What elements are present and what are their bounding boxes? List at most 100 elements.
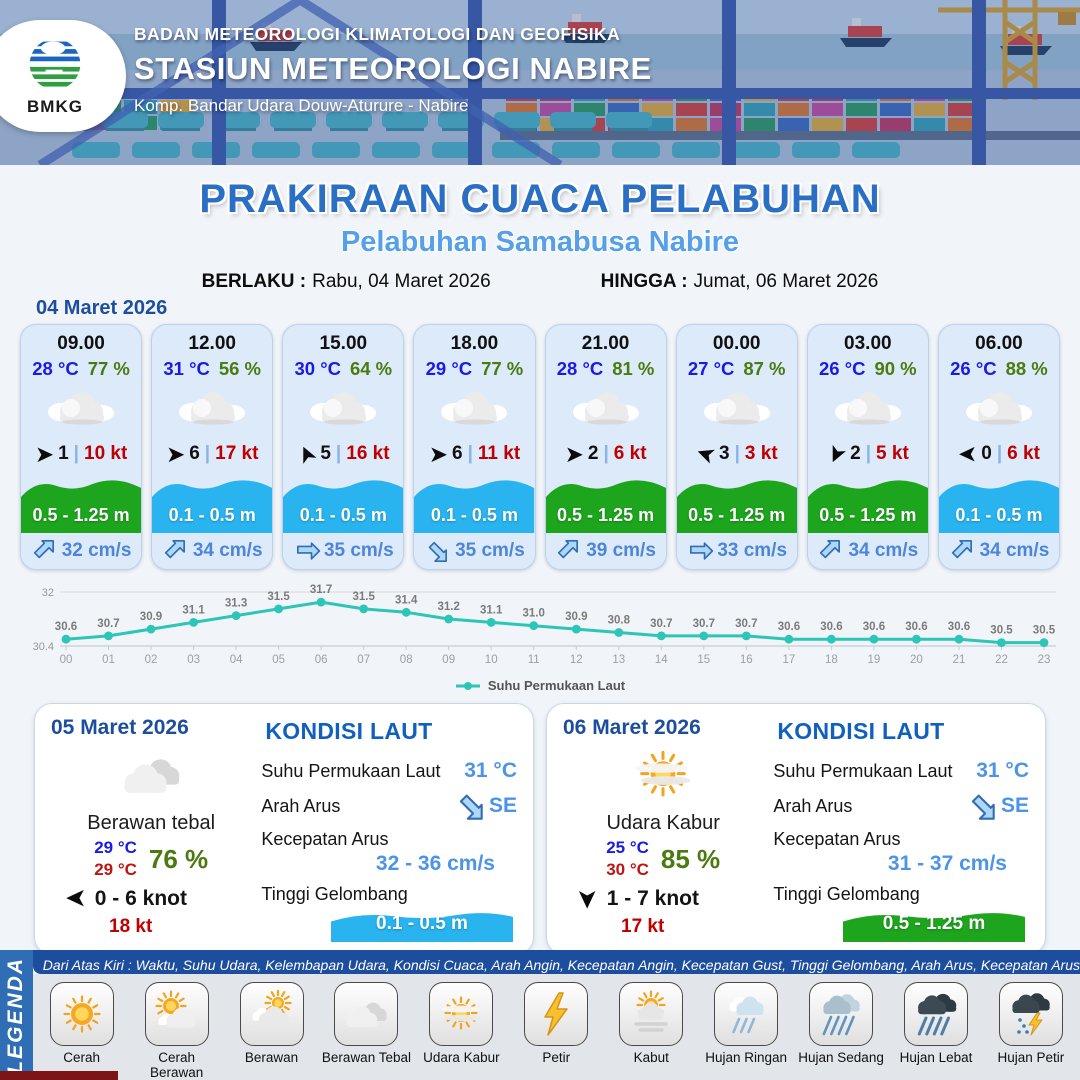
svg-text:31.4: 31.4 xyxy=(395,594,418,606)
svg-text:19: 19 xyxy=(868,654,881,666)
legend-item-label: Hujan Lebat xyxy=(899,1050,973,1065)
air-temperature: 30 °C xyxy=(294,358,341,379)
wave-height-badge: 0.1 - 0.5 m xyxy=(331,909,513,942)
legend-item: Udara Kabur xyxy=(415,982,507,1065)
current-row: 34 cm/s xyxy=(808,533,928,569)
current-speed: 33 cm/s xyxy=(717,540,788,561)
wave-height-value: 0.1 - 0.5 m xyxy=(299,505,387,525)
forecast-time: 21.00 xyxy=(581,333,630,354)
current-speed-label: Kecepatan Arus xyxy=(773,829,901,849)
page-title: PRAKIRAAN CUACA PELABUHAN xyxy=(199,177,881,221)
svg-text:31.5: 31.5 xyxy=(353,591,376,603)
svg-text:12: 12 xyxy=(570,654,583,666)
gust-speed: 17 kt xyxy=(215,443,259,464)
wave-height-value: 0.5 - 1.25 m xyxy=(688,505,786,525)
wave-height-value: 0.5 - 1.25 m xyxy=(557,505,655,525)
berawan-hour-icon xyxy=(961,384,1037,436)
hourly-forecast-card: 09.00 28 °C 77 % ➤ 1 | 10 kt 0.5 - 1.25 … xyxy=(20,324,143,570)
humidity-value: 56 % xyxy=(218,358,262,379)
wind-direction-icon: ➤ xyxy=(65,884,87,914)
air-temperature: 26 °C xyxy=(950,358,997,379)
air-temperature: 27 °C xyxy=(687,358,735,379)
port-illustration xyxy=(0,0,1080,165)
temperature-min: 25 °C xyxy=(606,838,649,857)
legend-item-label: Kabut xyxy=(633,1050,669,1065)
gust-speed: 3 kt xyxy=(744,443,778,464)
gust-speed: 6 kt xyxy=(1007,443,1040,464)
forecast-time: 12.00 xyxy=(188,333,236,354)
current-row: 34 cm/s xyxy=(152,533,272,569)
current-speed-label: Kecepatan Arus xyxy=(261,829,389,849)
current-speed: 34 cm/s xyxy=(192,540,263,561)
current-direction-icon xyxy=(296,542,321,560)
current-speed-value: 32 - 36 cm/s xyxy=(375,852,495,875)
svg-text:10: 10 xyxy=(485,654,498,666)
current-direction-icon xyxy=(164,540,185,559)
svg-text:30.6: 30.6 xyxy=(863,621,885,633)
forecast-time: 15.00 xyxy=(319,333,368,354)
svg-text:11: 11 xyxy=(528,654,540,666)
legend-heading: LEGENDA xyxy=(4,956,28,1074)
wind-row: ➤ 2 | 6 kt xyxy=(546,441,666,467)
humidity-value: 81 % xyxy=(612,358,655,379)
hourly-forecast-card: 06.00 26 °C 88 % ➤ 0 | 6 kt 0.1 - 0.5 m xyxy=(937,324,1060,570)
svg-text:01: 01 xyxy=(102,654,115,666)
svg-text:15: 15 xyxy=(697,654,710,666)
sst-value: 31 °C xyxy=(976,759,1029,782)
humidity-value: 64 % xyxy=(349,358,393,379)
legend-item-label: Berawan Tebal xyxy=(321,1050,411,1065)
legend-items: Cerah Cerah Berawan Berawan Berawan Teba… xyxy=(32,974,1080,1080)
sea-surface-temperature-chart: 3230.430.60030.70130.90231.10331.30431.5… xyxy=(33,584,1056,666)
legend-item: Hujan Lebat xyxy=(890,982,982,1065)
forecast-time: 18.00 xyxy=(450,333,499,354)
agency-name: BADAN METEOROLOGI KLIMATOLOGI DAN GEOFIS… xyxy=(134,24,621,44)
svg-text:14: 14 xyxy=(655,654,668,666)
current-row: 34 cm/s xyxy=(939,533,1059,569)
weather-condition: Udara Kabur xyxy=(606,812,720,834)
svg-text:31.0: 31.0 xyxy=(523,608,545,620)
wind-range: 0 - 6 knot xyxy=(94,887,187,910)
legend-item-label: Cerah Berawan xyxy=(149,1050,204,1080)
gust-speed: 18 kt xyxy=(109,916,153,937)
wave-height-value: 0.5 - 1.25 m xyxy=(819,505,917,525)
current-row: 35 cm/s xyxy=(414,533,534,569)
temperature-max: 29 °C xyxy=(94,860,137,879)
forecast-time: 06.00 xyxy=(975,333,1023,354)
sea-conditions-title: KONDISI LAUT xyxy=(777,718,945,744)
sst-label: Suhu Permukaan Laut xyxy=(773,760,953,781)
legend-item-label: Hujan Sedang xyxy=(798,1050,884,1065)
svg-text:06: 06 xyxy=(315,654,328,666)
berawan-tebal-icon xyxy=(342,990,390,1038)
svg-text:30.6: 30.6 xyxy=(778,621,800,633)
legend-item-label: Petir xyxy=(542,1050,571,1065)
temperature-max: 30 °C xyxy=(606,860,649,879)
current-speed: 35 cm/s xyxy=(455,540,525,561)
svg-text:30.7: 30.7 xyxy=(693,618,715,630)
wave-height-label: Tinggi Gelombang xyxy=(261,884,408,904)
separator: | xyxy=(204,443,211,464)
current-direction-icon xyxy=(428,541,448,562)
svg-text:30.6: 30.6 xyxy=(905,621,927,633)
legend-item: Hujan Sedang xyxy=(795,982,887,1065)
wave-height-value: 0.1 - 0.5 m xyxy=(430,505,518,525)
wind-direction-icon: ➤ xyxy=(290,439,323,469)
gust-speed: 11 kt xyxy=(477,443,521,464)
svg-text:09: 09 xyxy=(442,654,455,666)
wave-height-band: 0.1 - 0.5 m xyxy=(938,471,1059,533)
current-speed-value: 31 - 37 cm/s xyxy=(887,852,1007,875)
wind-row: ➤ 2 | 5 kt xyxy=(808,440,928,468)
validity-row: BERLAKU : Rabu, 04 Maret 2026 HINGGA : Jum… xyxy=(0,271,1080,293)
bmkg-logo: BMKG xyxy=(0,20,126,132)
daily-forecast-card: 06 Maret 2026 Udara Kabur 25 °C 30 °C 85… xyxy=(546,703,1046,955)
humidity-value: 87 % xyxy=(743,358,786,379)
hourly-forecast-card: 12.00 31 °C 56 % ➤ 6 | 17 kt 0.1 - 0.5 m xyxy=(151,324,274,570)
berawan-hour-icon xyxy=(436,384,512,436)
wind-row: ➤ 6 | 17 kt xyxy=(152,441,272,467)
hourly-forecast-card: 15.00 30 °C 64 % ➤ 5 | 16 kt 0.1 - 0.5 m xyxy=(282,324,405,570)
station-address: Komp. Bandar Udara Douw-Aturure - Nabire xyxy=(134,96,469,115)
legend-heading-band: LEGENDA xyxy=(0,950,33,1080)
current-direction-label: Arah Arus xyxy=(773,795,853,816)
wind-direction-icon: ➤ xyxy=(564,440,584,467)
svg-text:30.7: 30.7 xyxy=(735,618,757,630)
